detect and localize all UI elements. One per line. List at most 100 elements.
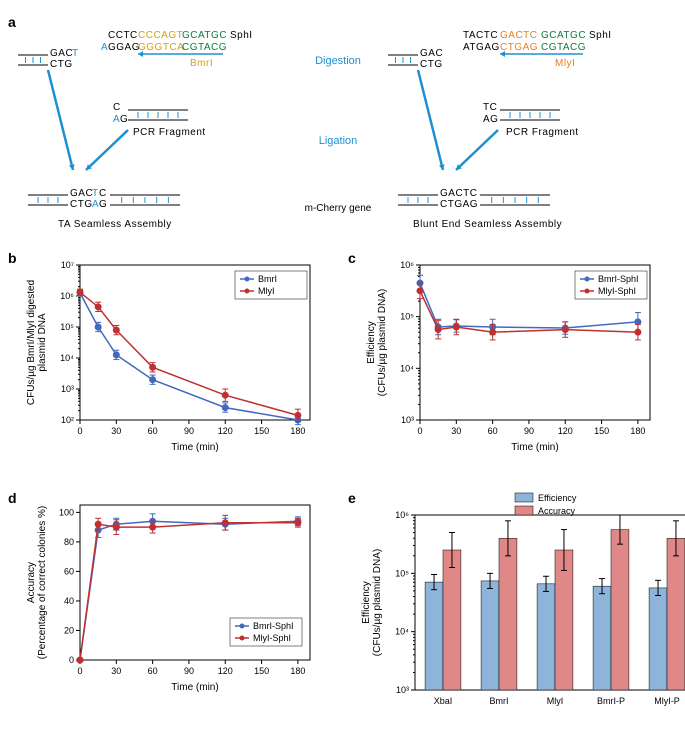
svg-text:CTG: CTG xyxy=(50,59,73,70)
svg-text:G: G xyxy=(120,114,128,125)
svg-text:TACTC: TACTC xyxy=(463,30,498,41)
svg-text:SphI: SphI xyxy=(230,30,253,41)
svg-text:Accuracy: Accuracy xyxy=(538,506,576,516)
svg-text:GACTC: GACTC xyxy=(500,30,538,41)
svg-text:(Percentage of correct colonie: (Percentage of correct colonies %) xyxy=(37,506,48,659)
svg-text:T: T xyxy=(72,48,79,59)
svg-text:C: C xyxy=(113,102,121,113)
panel-b-chart: 030609012015018010²10³10⁴10⁵10⁶10⁷Time (… xyxy=(20,255,320,455)
svg-text:AG: AG xyxy=(483,114,498,125)
svg-text:80: 80 xyxy=(64,537,74,547)
svg-text:10⁴: 10⁴ xyxy=(395,627,409,637)
svg-text:10⁷: 10⁷ xyxy=(61,260,74,270)
svg-text:Blunt End Seamless Assembly: Blunt End Seamless Assembly xyxy=(413,219,562,230)
svg-text:GCATGC: GCATGC xyxy=(541,30,586,41)
svg-text:GGAG: GGAG xyxy=(108,42,140,53)
panel-c-chart: 030609012015018010³10⁴10⁵10⁶Time (min)Ef… xyxy=(360,255,660,455)
svg-text:CTGAG: CTGAG xyxy=(500,42,538,53)
svg-text:Efficiency: Efficiency xyxy=(361,581,372,624)
panel-d-label: d xyxy=(8,490,17,506)
svg-text:10⁴: 10⁴ xyxy=(60,353,74,363)
svg-text:Accuracy: Accuracy xyxy=(26,562,37,603)
svg-text:10⁵: 10⁵ xyxy=(395,568,409,578)
svg-text:BmrI: BmrI xyxy=(190,58,213,69)
svg-text:90: 90 xyxy=(524,426,534,436)
panel-a-svg: GACTCTGCCTCCCCAGTGCATGCAGGAGGGGTCACGTACG… xyxy=(18,20,668,232)
svg-text:GAC: GAC xyxy=(70,188,93,199)
svg-text:TC: TC xyxy=(483,102,497,113)
svg-text:GAC: GAC xyxy=(420,48,443,59)
svg-text:CCTC: CCTC xyxy=(108,30,138,41)
svg-text:20: 20 xyxy=(64,625,74,635)
svg-text:G: G xyxy=(99,199,107,210)
svg-text:90: 90 xyxy=(184,426,194,436)
svg-text:BmrI: BmrI xyxy=(258,274,277,284)
svg-text:100: 100 xyxy=(59,507,74,517)
ligation-label: Ligation xyxy=(298,135,378,147)
svg-text:CTG: CTG xyxy=(420,59,443,70)
svg-text:60: 60 xyxy=(148,426,158,436)
mcherry-label: m-Cherry gene xyxy=(288,203,388,214)
svg-text:GAC: GAC xyxy=(50,48,73,59)
svg-text:30: 30 xyxy=(111,426,121,436)
svg-text:ATGAG: ATGAG xyxy=(463,42,500,53)
svg-text:MlyI-SphI: MlyI-SphI xyxy=(253,633,291,643)
svg-text:C: C xyxy=(99,188,107,199)
svg-text:XbaI: XbaI xyxy=(434,696,453,706)
svg-text:120: 120 xyxy=(218,426,233,436)
svg-text:10⁶: 10⁶ xyxy=(395,510,409,520)
svg-text:60: 60 xyxy=(148,666,158,676)
svg-text:0: 0 xyxy=(77,666,82,676)
svg-text:MlyI-P: MlyI-P xyxy=(654,696,680,706)
svg-text:10⁵: 10⁵ xyxy=(400,312,414,322)
svg-text:10³: 10³ xyxy=(61,384,74,394)
svg-text:10⁶: 10⁶ xyxy=(400,260,414,270)
svg-text:120: 120 xyxy=(218,666,233,676)
panel-a: Digestion Ligation m-Cherry gene GACTCTG… xyxy=(18,20,668,230)
svg-text:CCCAGT: CCCAGT xyxy=(138,30,183,41)
svg-text:60: 60 xyxy=(64,566,74,576)
panel-a-label: a xyxy=(8,14,16,30)
svg-text:plasmid DNA: plasmid DNA xyxy=(37,313,48,372)
svg-text:(CFUs/µg plasmid DNA): (CFUs/µg plasmid DNA) xyxy=(377,289,388,396)
svg-text:BmrI-P: BmrI-P xyxy=(597,696,625,706)
svg-text:30: 30 xyxy=(451,426,461,436)
svg-text:150: 150 xyxy=(594,426,609,436)
svg-text:180: 180 xyxy=(630,426,645,436)
svg-text:BmrI-SphI: BmrI-SphI xyxy=(253,621,294,631)
svg-text:PCR Fragment: PCR Fragment xyxy=(133,127,206,138)
svg-text:10³: 10³ xyxy=(396,685,409,695)
svg-text:PCR Fragment: PCR Fragment xyxy=(506,127,579,138)
svg-text:150: 150 xyxy=(254,426,269,436)
panel-b-label: b xyxy=(8,250,17,266)
svg-text:GGGTCA: GGGTCA xyxy=(138,42,184,53)
svg-text:BmrI: BmrI xyxy=(490,696,509,706)
svg-text:90: 90 xyxy=(184,666,194,676)
svg-text:180: 180 xyxy=(290,426,305,436)
svg-text:Time (min): Time (min) xyxy=(171,682,218,693)
svg-text:SphI: SphI xyxy=(589,30,612,41)
svg-text:10²: 10² xyxy=(61,415,74,425)
svg-text:CGTACG: CGTACG xyxy=(182,42,227,53)
svg-text:(CFUs/µg plasmid DNA): (CFUs/µg plasmid DNA) xyxy=(372,549,383,656)
svg-text:120: 120 xyxy=(558,426,573,436)
svg-text:10³: 10³ xyxy=(401,415,414,425)
svg-text:10⁶: 10⁶ xyxy=(60,291,74,301)
svg-text:T: T xyxy=(92,188,99,199)
svg-text:MlyI: MlyI xyxy=(555,58,575,69)
svg-text:0: 0 xyxy=(77,426,82,436)
svg-text:MlyI: MlyI xyxy=(547,696,564,706)
svg-text:MlyI-SphI: MlyI-SphI xyxy=(598,286,636,296)
svg-text:0: 0 xyxy=(69,655,74,665)
svg-text:TA Seamless Assembly: TA Seamless Assembly xyxy=(58,219,172,230)
svg-text:30: 30 xyxy=(111,666,121,676)
svg-text:Efficiency: Efficiency xyxy=(538,493,577,503)
svg-text:BmrI-SphI: BmrI-SphI xyxy=(598,274,639,284)
svg-text:60: 60 xyxy=(488,426,498,436)
svg-text:150: 150 xyxy=(254,666,269,676)
svg-text:GACTC: GACTC xyxy=(440,188,478,199)
svg-text:180: 180 xyxy=(290,666,305,676)
svg-text:0: 0 xyxy=(417,426,422,436)
svg-text:MlyI: MlyI xyxy=(258,286,275,296)
panel-e-chart: 10³10⁴10⁵10⁶406080100XbaIBmrIMlyIBmrI-PM… xyxy=(355,485,685,725)
